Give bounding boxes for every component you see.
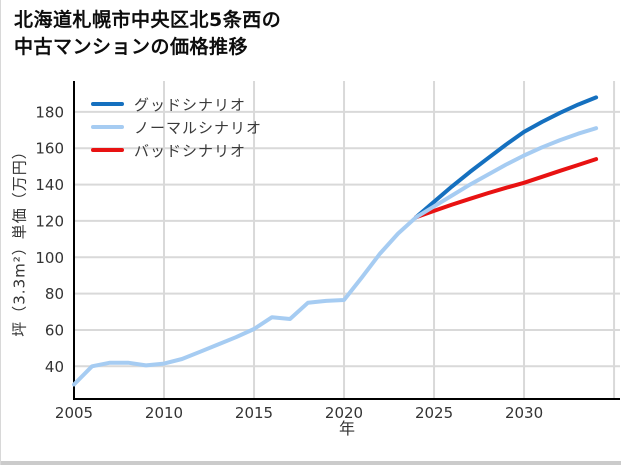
legend-label: ノーマルシナリオ: [134, 118, 263, 137]
legend-item: グッドシナリオ: [91, 95, 262, 114]
bottom-divider: [1, 461, 621, 465]
x-tick-label: 2025: [415, 404, 453, 422]
x-tick-label: 2005: [55, 404, 93, 422]
legend-label: グッドシナリオ: [134, 95, 247, 114]
x-tick-label: 2015: [235, 404, 273, 422]
y-tick-label: 60: [45, 321, 64, 339]
legend-line-swatch: [91, 102, 124, 106]
legend-line-swatch: [91, 125, 124, 129]
y-tick-label: 120: [35, 212, 64, 230]
x-tick-label: 2010: [145, 404, 183, 422]
y-tick-label: 180: [35, 103, 64, 121]
legend-item: バッドシナリオ: [91, 141, 262, 160]
x-axis-label: 年: [338, 419, 356, 438]
y-tick-label: 160: [35, 140, 64, 158]
legend-label: バッドシナリオ: [134, 141, 247, 160]
legend: グッドシナリオ ノーマルシナリオ バッドシナリオ: [91, 95, 263, 160]
series-line-good: [414, 95, 599, 220]
series-line-normal: [72, 126, 599, 387]
chart-title-line2: 中古マンションの価格推移: [14, 36, 249, 58]
series-line-bad: [414, 157, 599, 220]
y-tick-label: 80: [45, 285, 64, 303]
x-tick-label: 2020: [325, 404, 363, 422]
x-tick-label: 2030: [505, 404, 543, 422]
y-axis-label: 坪（3.3m²）単価（万円）: [10, 143, 29, 337]
chart-title-line1: 北海道札幌市中央区北5条西の: [14, 9, 282, 31]
legend-line-swatch: [91, 148, 124, 152]
y-tick-label: 100: [35, 249, 64, 267]
chart-title: 北海道札幌市中央区北5条西の 中古マンションの価格推移: [14, 7, 281, 61]
legend-item: ノーマルシナリオ: [91, 118, 263, 137]
y-tick-label: 40: [45, 358, 64, 376]
y-tick-label: 140: [35, 176, 64, 194]
